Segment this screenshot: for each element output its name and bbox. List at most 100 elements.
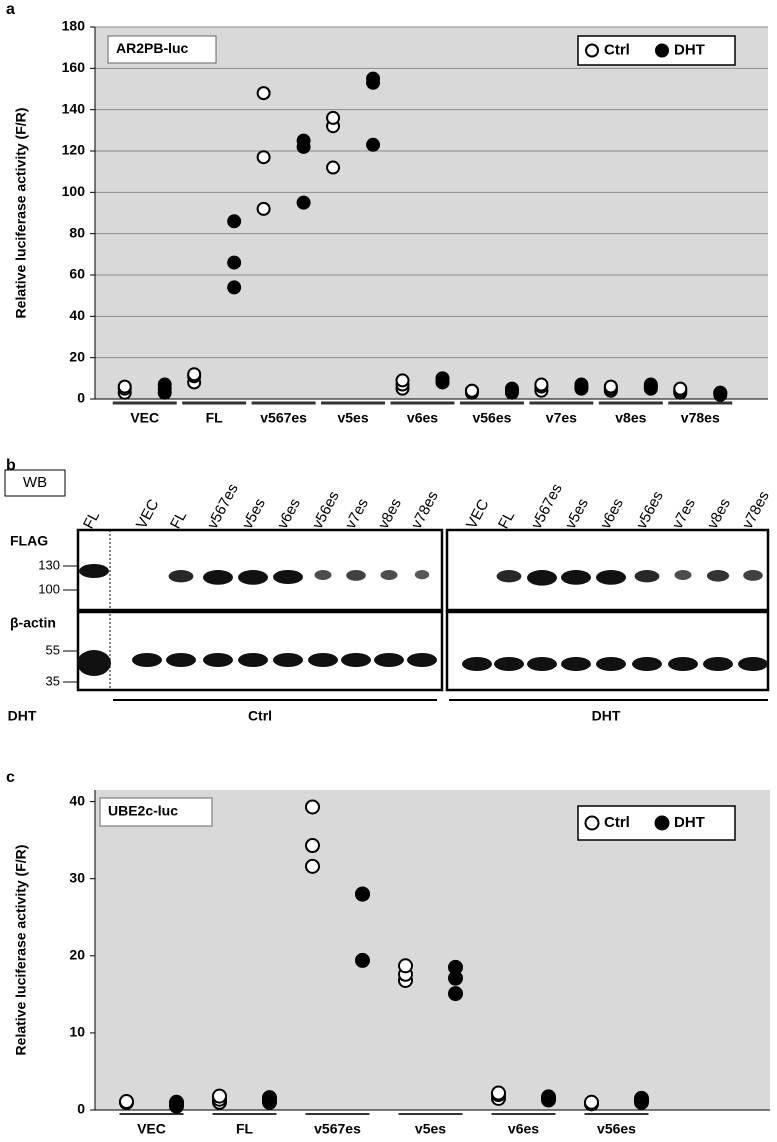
band [561, 570, 591, 585]
lane-label: v8es [704, 496, 734, 532]
data-point [395, 373, 410, 388]
band [674, 570, 692, 580]
band [273, 653, 303, 667]
band [462, 657, 492, 671]
legend-marker [655, 43, 669, 58]
band [743, 570, 763, 581]
y-tick-label: 20 [69, 348, 85, 364]
blot-panel [445, 610, 770, 692]
data-point [603, 379, 618, 394]
x-tick-label: VEC [137, 1121, 166, 1137]
blot-panel [76, 528, 444, 612]
group-label: DHT [8, 708, 37, 724]
marker-label: 35 [46, 673, 60, 688]
y-tick-label: 140 [62, 100, 86, 116]
band [203, 653, 233, 667]
data-point [256, 150, 271, 165]
data-point [305, 799, 320, 815]
lane-label: v78es [739, 488, 773, 531]
y-tick-label: 40 [69, 307, 85, 323]
chart-title: UBE2c-luc [108, 803, 178, 819]
data-point [355, 952, 370, 968]
band [346, 570, 366, 581]
legend-label: DHT [674, 814, 705, 831]
y-tick-label: 100 [62, 183, 86, 199]
data-point [366, 137, 381, 152]
legend-label: Ctrl [604, 41, 630, 58]
data-point [169, 1094, 184, 1110]
blot-panel [445, 528, 770, 612]
data-point [541, 1089, 556, 1105]
band [380, 570, 398, 580]
band [77, 650, 111, 676]
x-tick-label: v567es [260, 410, 307, 426]
band [238, 570, 268, 585]
y-tick-label: 60 [69, 266, 85, 282]
band [494, 657, 524, 671]
data-point [326, 160, 341, 175]
lane-label: v56es [633, 488, 667, 531]
lane-label: v567es [204, 481, 242, 532]
y-tick-label: 120 [62, 142, 86, 158]
band [596, 657, 626, 671]
y-tick-label: 160 [62, 59, 86, 75]
data-point [643, 377, 658, 392]
data-point [227, 214, 242, 229]
marker-label: 55 [46, 642, 60, 657]
band [374, 653, 404, 667]
lane-label: v7es [342, 496, 372, 532]
y-axis-label: Relative luciferase activity (F/R) [13, 845, 29, 1056]
data-point [435, 371, 450, 386]
data-point [355, 886, 370, 902]
lane-label: v6es [597, 496, 627, 532]
x-tick-label: FL [206, 410, 224, 426]
y-tick-label: 10 [69, 1024, 85, 1040]
y-tick-label: 0 [77, 1101, 85, 1117]
band [527, 570, 557, 586]
band [668, 657, 698, 671]
data-point [227, 255, 242, 270]
lane-label: FL [167, 508, 190, 531]
y-tick-label: 180 [62, 18, 86, 34]
blot-panel [76, 610, 444, 692]
band [132, 653, 162, 667]
data-point [504, 381, 519, 396]
data-point [464, 383, 479, 398]
band [496, 570, 522, 583]
data-point [227, 280, 242, 295]
data-point [366, 71, 381, 86]
data-point [296, 195, 311, 210]
band [238, 653, 268, 667]
x-tick-label: v5es [337, 410, 368, 426]
data-point [326, 110, 341, 125]
band [738, 657, 768, 671]
method-box [4, 469, 66, 497]
data-point [398, 958, 413, 974]
x-tick-label: v8es [615, 410, 646, 426]
data-point [491, 1085, 506, 1101]
data-point [119, 1094, 134, 1110]
panel-label: c [6, 769, 15, 786]
data-point [256, 86, 271, 101]
data-point [305, 838, 320, 854]
lane-label: v5es [239, 496, 269, 532]
data-point [448, 959, 463, 975]
lane-label: FL [495, 508, 518, 531]
band [407, 653, 437, 667]
method-label: WB [23, 474, 47, 491]
y-tick-label: 80 [69, 224, 85, 240]
data-point [448, 986, 463, 1002]
legend-marker [654, 815, 670, 831]
x-tick-label: VEC [130, 410, 159, 426]
marker-label: 130 [38, 557, 60, 572]
y-tick-label: 40 [69, 792, 85, 808]
legend: Ctrl DHT [577, 35, 736, 66]
plot-area [95, 790, 770, 1110]
y-tick-label: 20 [69, 946, 85, 962]
row-label: β-actin [10, 615, 56, 631]
lane-label: v56es [309, 488, 343, 531]
legend-label: DHT [674, 41, 705, 58]
legend-marker [584, 815, 600, 831]
group-label: DHT [592, 708, 621, 724]
lane-label: v5es [562, 496, 592, 532]
